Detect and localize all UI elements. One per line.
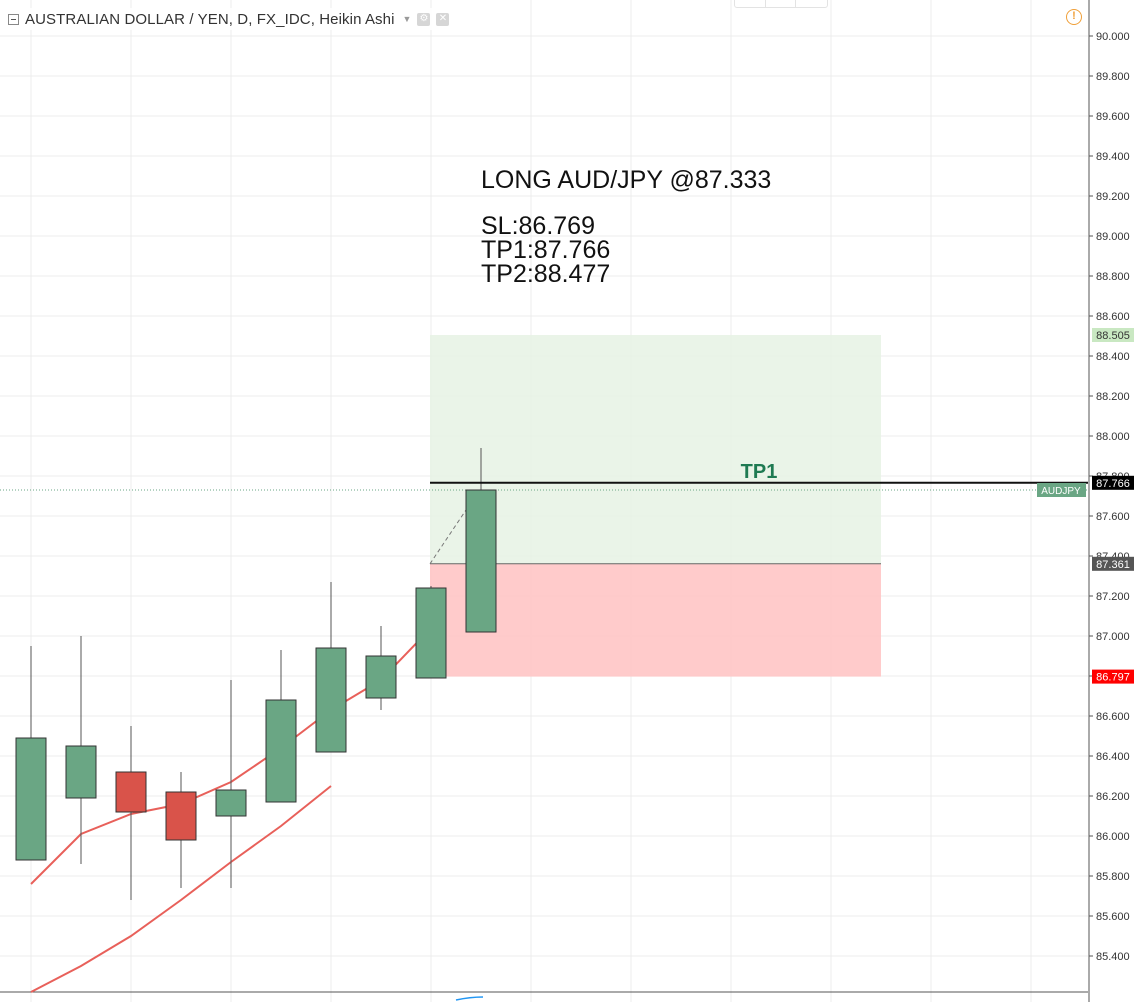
candle: [65, 636, 97, 864]
price-tag: [1092, 328, 1134, 342]
price-tick-label: 86.400: [1096, 751, 1130, 763]
candle: [265, 650, 297, 803]
candle-body: [365, 655, 397, 699]
price-tick-label: 89.600: [1096, 111, 1130, 123]
position-zones: [0, 335, 1088, 677]
caret-down-icon[interactable]: ▼: [402, 14, 412, 24]
horizontal-lines: TP1: [430, 461, 1088, 484]
candle: [415, 586, 447, 679]
close-icon[interactable]: ✕: [436, 12, 450, 26]
price-tick-label: 89.800: [1096, 71, 1130, 83]
candle-body: [315, 647, 347, 753]
blue-indicator-line: [455, 996, 484, 1001]
candle: [365, 626, 397, 710]
annotation-headline: LONG AUD/JPY @87.333: [481, 166, 772, 194]
symbol-price-tag-label: AUDJPY: [1041, 486, 1081, 497]
top-toolbar[interactable]: [734, 0, 828, 8]
price-tick-label: 86.000: [1096, 831, 1130, 843]
price-tag-label: 87.766: [1096, 478, 1130, 490]
price-tick-label: 87.600: [1096, 511, 1130, 523]
position-connector-line: [429, 509, 467, 565]
price-tick-label: 85.400: [1096, 951, 1130, 963]
price-tick-label: 88.000: [1096, 431, 1130, 443]
price-tick-label: 88.800: [1096, 271, 1130, 283]
price-tick-label: 88.200: [1096, 391, 1130, 403]
price-tick-label: 85.600: [1096, 911, 1130, 923]
price-tag: [1092, 669, 1134, 684]
profit-zone: [430, 335, 881, 564]
candle-body: [15, 737, 47, 861]
candle: [15, 646, 47, 861]
price-tick-label: 90.000: [1096, 31, 1130, 43]
candle: [165, 772, 197, 888]
price-tick-label: 89.200: [1096, 191, 1130, 203]
candle-body: [115, 771, 147, 813]
candle-body: [415, 587, 447, 679]
loss-zone: [430, 563, 881, 677]
candle: [215, 680, 247, 888]
candle-body: [215, 789, 247, 817]
price-axis-background: [1089, 0, 1142, 1002]
annotation-tp2: TP2:88.477: [481, 260, 611, 288]
gear-icon[interactable]: ⚙: [417, 12, 431, 26]
trade-annotation[interactable]: LONG AUD/JPY @87.333 SL:86.769 TP1:87.76…: [481, 166, 772, 288]
alert-icon[interactable]: !: [1066, 9, 1082, 25]
price-axis[interactable]: 90.000 89.800 89.600 89.400 89.200 89.000 88.8…: [1037, 0, 1142, 1002]
candle: [465, 448, 497, 633]
price-tick-label: 88.400: [1096, 351, 1130, 363]
candle-body: [465, 489, 497, 633]
collapse-icon[interactable]: [8, 13, 19, 25]
price-tag: [1092, 556, 1134, 571]
price-tick-label: 89.400: [1096, 151, 1130, 163]
price-tick-label: 87.200: [1096, 591, 1130, 603]
moving-average-2: [30, 785, 332, 993]
moving-average-lines: [30, 627, 484, 1001]
chart-title[interactable]: AUSTRALIAN DOLLAR / YEN, D, FX_IDC, Heik…: [25, 10, 395, 28]
price-tick-label: 88.600: [1096, 311, 1130, 323]
price-tag-label: 86.797: [1096, 672, 1130, 684]
candle-body: [165, 791, 197, 841]
chart-header: AUSTRALIAN DOLLAR / YEN, D, FX_IDC, Heik…: [8, 8, 450, 30]
symbol-price-tag: [1037, 483, 1086, 497]
price-tick-label: 86.600: [1096, 711, 1130, 723]
candle: [115, 726, 147, 900]
price-tag: [1092, 475, 1134, 490]
price-tag-label: 87.361: [1096, 559, 1130, 571]
annotation-stop-loss: SL:86.769: [481, 212, 595, 240]
price-tick-label: 86.200: [1096, 791, 1130, 803]
price-tick-label: 89.000: [1096, 231, 1130, 243]
candlestick-series: [15, 448, 497, 900]
candle: [315, 582, 347, 753]
price-tick-label: 87.000: [1096, 631, 1130, 643]
annotation-tp1: TP1:87.766: [481, 236, 611, 264]
candle-body: [65, 745, 97, 799]
price-tag-label: 88.505: [1096, 330, 1130, 342]
price-tick-label: 85.800: [1096, 871, 1130, 883]
tp1-label: TP1: [741, 461, 778, 483]
candle-body: [265, 699, 297, 803]
